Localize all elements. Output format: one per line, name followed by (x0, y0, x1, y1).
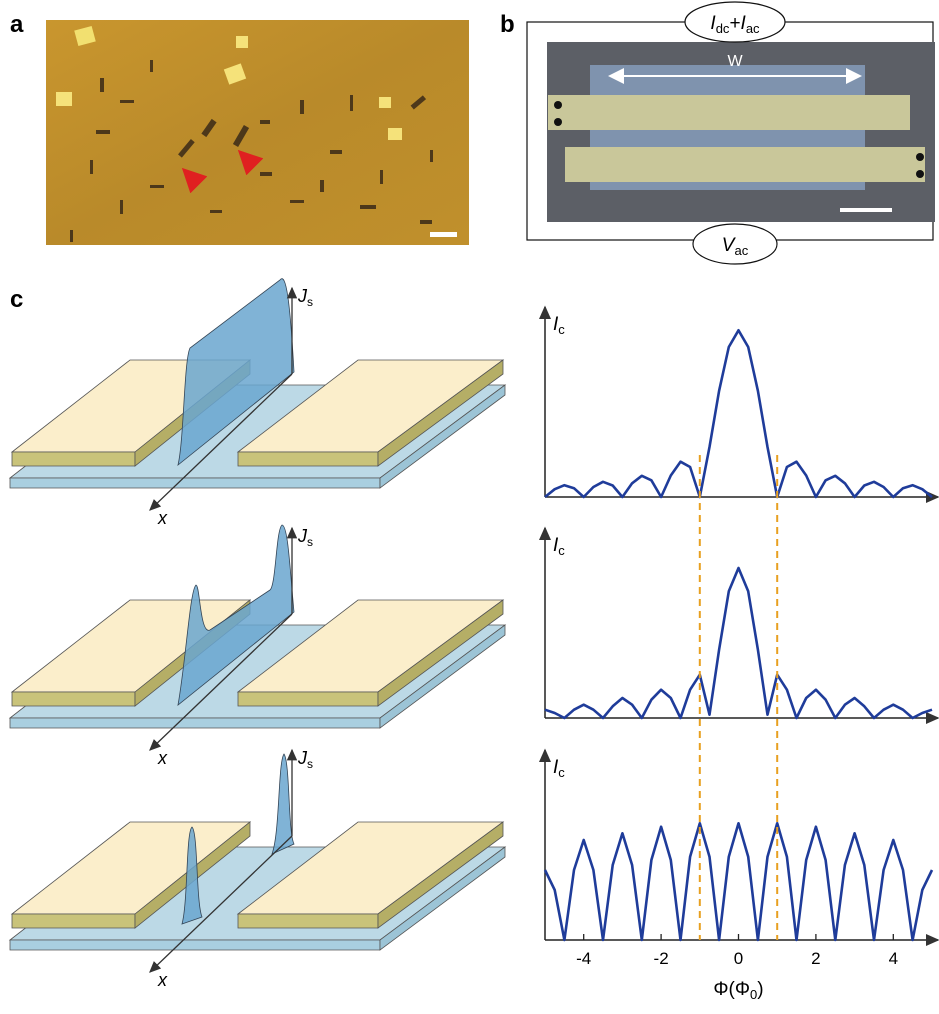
js-label: Js (297, 526, 313, 549)
panel-label: c (10, 286, 23, 313)
series-line (545, 330, 932, 497)
x-axis-label: Φ(Φ0) (713, 979, 763, 1002)
label-part: 0 (750, 987, 757, 1002)
diagram (10, 279, 505, 488)
label-part: + (729, 13, 740, 34)
figure: a b (0, 0, 939, 1014)
label-part: dc (716, 21, 730, 36)
label-part: s (307, 295, 313, 309)
series-line (545, 568, 932, 718)
x-label: x (157, 508, 168, 528)
device-image (527, 2, 935, 264)
label-part: ) (757, 979, 763, 1000)
label-part: c (558, 322, 565, 337)
panel-label: a (10, 11, 24, 38)
js-label: Js (297, 748, 313, 771)
label-part: ac (734, 243, 748, 258)
series-line (545, 823, 932, 940)
width-label: W (727, 53, 743, 70)
x-label: x (157, 748, 168, 768)
x-label: x (157, 970, 168, 990)
js-label: Js (297, 286, 313, 309)
x-tick-label: -4 (576, 949, 591, 968)
label-part: s (307, 757, 313, 771)
x-tick-label: 4 (889, 949, 898, 968)
x-tick-label: 0 (734, 949, 743, 968)
label-part: c (558, 543, 565, 558)
label-part: Φ(Φ (713, 979, 750, 1000)
label-part: ac (746, 21, 760, 36)
y-label: Ic (553, 757, 565, 780)
y-label: Ic (553, 314, 565, 337)
panel-label: b (500, 11, 515, 38)
micrograph (46, 20, 469, 245)
y-label: Ic (553, 535, 565, 558)
diagram (10, 754, 505, 950)
label-part: c (558, 765, 565, 780)
x-tick-label: -2 (654, 949, 669, 968)
x-tick-label: 2 (811, 949, 820, 968)
label-part: s (307, 535, 313, 549)
diagram (10, 525, 505, 728)
